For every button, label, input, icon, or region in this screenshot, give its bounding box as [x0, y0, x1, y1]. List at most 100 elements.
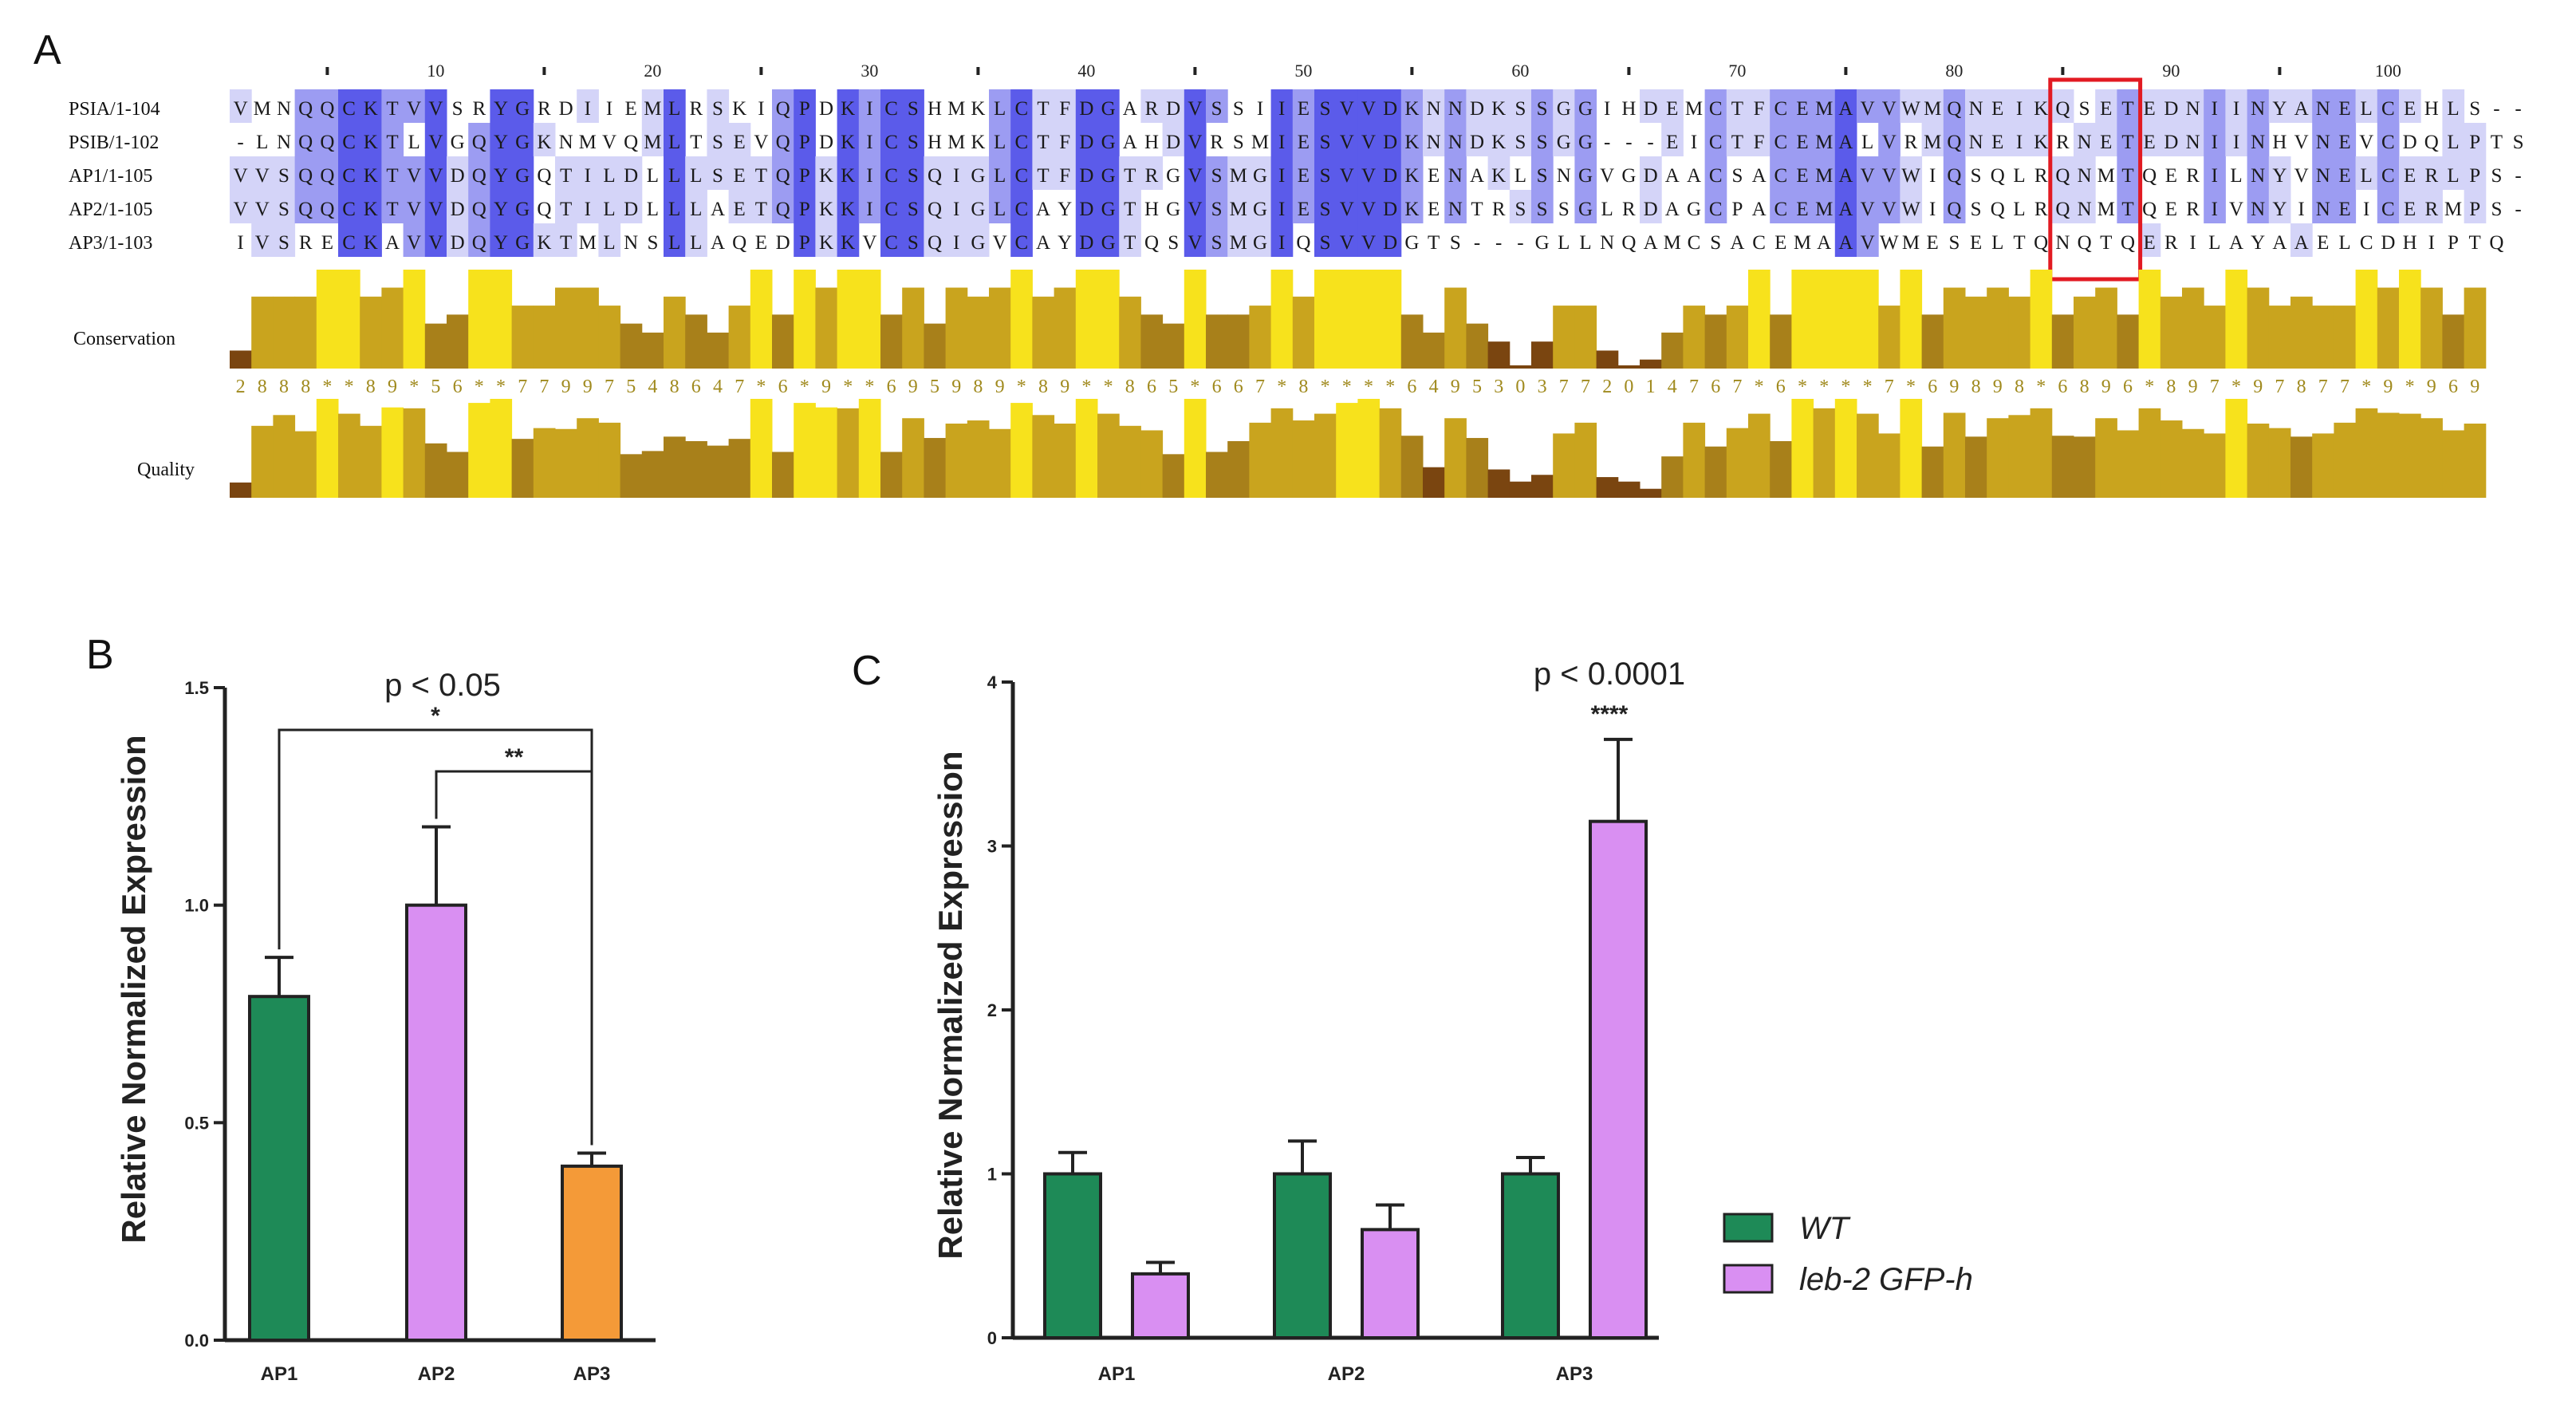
conservation-bar [1770, 314, 1792, 369]
residue: V [1340, 199, 1354, 220]
residue: E [1774, 232, 1786, 254]
residue: Q [2424, 132, 2439, 153]
residue: T [1731, 98, 1743, 120]
conservation-score: 9 [951, 377, 961, 397]
quality-bar [2117, 430, 2140, 498]
residue-shade [2377, 89, 2400, 123]
residue-shade [533, 223, 556, 257]
residue: P [2469, 165, 2480, 187]
residue-shade [902, 190, 924, 223]
residue: E [1796, 98, 1808, 120]
x-tick-label: AP2 [1328, 1363, 1365, 1385]
quality-bar [1683, 422, 1706, 498]
residue: C [1709, 132, 1723, 153]
residue: R [689, 98, 703, 120]
conservation-score: 6 [1776, 377, 1786, 397]
residue-shade [1900, 89, 1923, 123]
ruler-tick [325, 67, 329, 75]
conservation-score: * [475, 377, 484, 397]
residue: L [603, 165, 615, 187]
ruler-number: 10 [427, 61, 444, 81]
residue: L [603, 232, 615, 254]
conservation-bar [2030, 270, 2053, 369]
conservation-bar [381, 287, 404, 369]
conservation-score: 2 [1602, 377, 1612, 397]
conservation-score: 9 [2188, 377, 2198, 397]
residue: L [647, 165, 659, 187]
sequence-name: PSIB/1-102 [69, 132, 159, 153]
residue: K [364, 132, 378, 153]
residue: S [908, 199, 919, 220]
residue-shade [468, 123, 490, 156]
residue: I [2189, 232, 2196, 254]
quality-bar [360, 425, 382, 498]
residue-shade [360, 190, 382, 223]
residue: N [1448, 132, 1463, 153]
residue-shade [750, 156, 773, 190]
residue: V [1882, 132, 1897, 153]
residue: Q [1621, 232, 1636, 254]
residue-shade [598, 223, 621, 257]
conservation-score: 0 [1624, 377, 1633, 397]
conservation-bar [1075, 270, 1098, 369]
residue: R [299, 232, 313, 254]
residue: D [1383, 132, 1397, 153]
conservation-bar [967, 296, 990, 369]
residue: V [1361, 199, 1376, 220]
residue: D [559, 98, 573, 120]
bar-ap3-wt [1501, 1172, 1560, 1339]
residue: I [2212, 132, 2218, 153]
residue-shade [273, 156, 296, 190]
quality-bar [2182, 428, 2204, 498]
residue-shade [2247, 123, 2270, 156]
residue: D [624, 199, 638, 220]
residue-shade [511, 123, 534, 156]
residue-shade [1270, 190, 1294, 223]
residue-shade [728, 123, 751, 156]
conservation-score: 8 [258, 377, 267, 397]
residue-shade [1466, 123, 1489, 156]
residue: I [953, 232, 959, 254]
conservation-score: * [1342, 377, 1352, 397]
residue: N [624, 232, 638, 254]
conservation-score: 8 [973, 377, 983, 397]
residue-shade [1574, 190, 1597, 223]
quality-bar [1314, 413, 1337, 498]
residue: F [1059, 98, 1070, 120]
residue: G [515, 199, 530, 220]
residue: N [1448, 165, 1463, 187]
conservation-score: 5 [930, 377, 939, 397]
conservation-score: 7 [518, 377, 527, 397]
residue: A [385, 232, 400, 254]
residue-shade [707, 89, 730, 123]
residue: S [712, 98, 723, 120]
conservation-score: 8 [2015, 377, 2024, 397]
residue: S [1710, 232, 1721, 254]
residue: Q [2055, 199, 2070, 220]
quality-bar [294, 431, 317, 498]
residue-shade [1206, 223, 1228, 257]
residue-shade [815, 223, 838, 257]
residue: A [2229, 232, 2243, 254]
residue-shade [685, 190, 707, 223]
residue: L [1514, 165, 1526, 187]
residue: I [1604, 98, 1610, 120]
residue: Q [472, 165, 486, 187]
residue: T [1428, 232, 1440, 254]
residue-shade [338, 190, 360, 223]
residue: Q [2034, 232, 2048, 254]
quality-bar [1704, 446, 1727, 498]
residue-shade [338, 89, 360, 123]
residue: N [1969, 132, 1983, 153]
residue-shade [1010, 156, 1033, 190]
residue: C [1752, 232, 1766, 254]
conservation-bar [294, 296, 317, 369]
residue-shade [2399, 190, 2421, 223]
conservation-score: 9 [821, 377, 831, 397]
bar-ap2-wt [1273, 1172, 1332, 1339]
residue-shade [1184, 190, 1207, 223]
residue: S [1971, 165, 1982, 187]
residue: N [1557, 165, 1571, 187]
conservation-score: 7 [539, 377, 549, 397]
residue: L [1991, 232, 2003, 254]
